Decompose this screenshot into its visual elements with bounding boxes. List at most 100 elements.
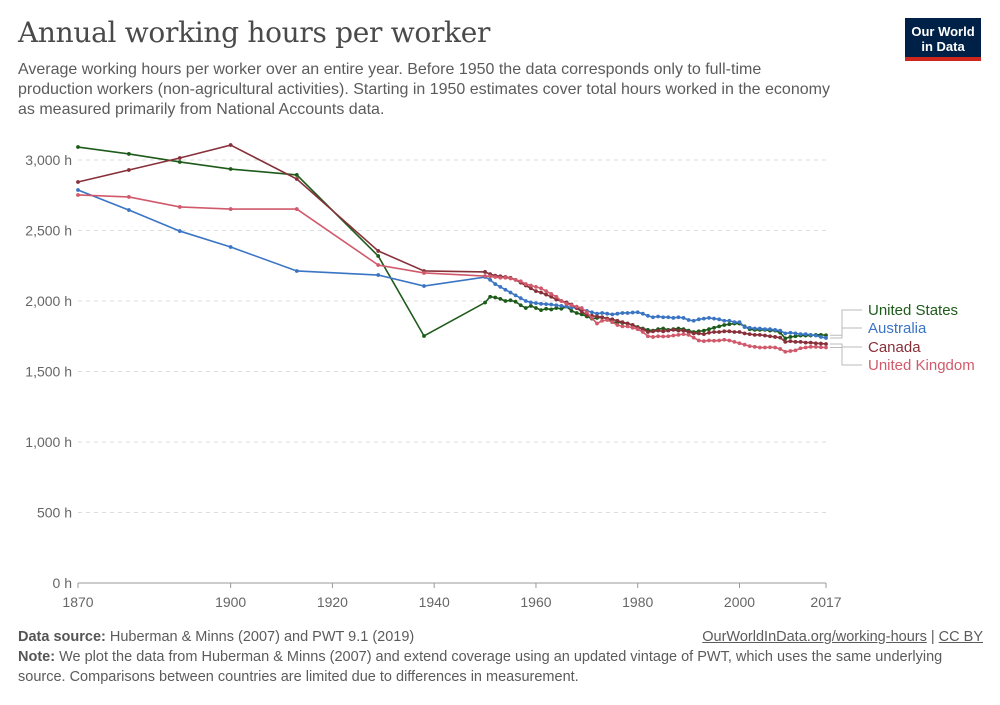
data-point <box>228 245 233 249</box>
data-point <box>640 327 645 332</box>
data-point <box>747 332 752 337</box>
y-tick-label: 2,000 h <box>25 293 72 309</box>
data-point <box>483 274 487 278</box>
owid-logo[interactable]: Our World in Data <box>905 18 981 61</box>
data-point <box>732 330 737 334</box>
data-point <box>803 340 808 345</box>
data-point <box>808 340 813 345</box>
data-point <box>488 277 493 282</box>
data-point <box>605 311 610 316</box>
chart-title: Annual working hours per worker <box>18 16 491 49</box>
data-point <box>661 329 666 334</box>
data-point <box>798 332 803 337</box>
data-point <box>793 339 798 344</box>
data-point <box>126 208 131 212</box>
data-point <box>666 334 671 339</box>
data-point <box>691 335 696 340</box>
note: Note: We plot the data from Huberman & M… <box>18 647 983 687</box>
data-point <box>523 306 528 310</box>
footer: Data source: Huberman & Minns (2007) and… <box>18 627 983 687</box>
series-line-united-states <box>77 146 827 340</box>
data-point <box>757 332 762 337</box>
data-point <box>508 276 513 281</box>
data-point <box>651 315 655 320</box>
data-point <box>798 339 803 344</box>
data-point <box>620 324 625 329</box>
data-point <box>595 311 599 316</box>
data-point <box>824 336 828 340</box>
data-point <box>768 334 772 339</box>
data-point <box>559 306 564 311</box>
data-point <box>752 326 757 331</box>
source-link[interactable]: OurWorldInData.org/working-hours <box>702 629 927 645</box>
data-point <box>646 334 650 339</box>
data-point <box>498 285 503 289</box>
data-point <box>600 318 605 323</box>
data-point <box>539 301 543 306</box>
data-point <box>630 323 635 327</box>
data-point <box>294 269 299 273</box>
data-point <box>778 335 783 340</box>
data-point <box>534 289 538 294</box>
data-point <box>773 328 778 332</box>
data-point <box>783 349 788 354</box>
data-point <box>615 318 620 323</box>
data-point <box>661 315 666 320</box>
x-tick-label: 1960 <box>520 594 551 610</box>
data-point <box>503 299 508 303</box>
data-point <box>569 303 574 308</box>
data-point <box>559 299 564 303</box>
data-point <box>564 301 569 306</box>
data-point <box>422 334 426 338</box>
data-point <box>686 332 691 337</box>
data-point <box>294 177 299 181</box>
data-point <box>707 338 711 343</box>
note-label: Note: <box>18 649 56 665</box>
data-point <box>793 348 798 353</box>
data-point <box>788 330 793 335</box>
data-point <box>544 292 549 297</box>
data-point <box>600 315 605 320</box>
data-point <box>676 328 681 333</box>
data-point <box>768 327 772 332</box>
data-point <box>656 328 660 333</box>
data-point <box>564 304 569 309</box>
data-point <box>584 310 589 315</box>
data-point <box>696 317 701 322</box>
data-point <box>661 326 666 331</box>
data-point <box>630 325 635 330</box>
data-point <box>518 303 523 308</box>
data-point <box>549 294 554 299</box>
data-point <box>518 296 523 301</box>
data-point <box>742 342 747 347</box>
license-link[interactable]: CC BY <box>938 629 983 645</box>
data-point <box>503 275 508 280</box>
data-point <box>528 300 533 305</box>
data-point <box>656 314 660 319</box>
data-point <box>422 271 426 275</box>
data-point <box>727 322 732 327</box>
data-point <box>376 254 381 258</box>
data-point <box>554 306 559 310</box>
data-point <box>635 327 640 332</box>
data-point <box>625 311 630 315</box>
data-point <box>727 338 732 343</box>
data-point <box>763 327 767 332</box>
data-point <box>483 300 487 305</box>
data-point <box>579 306 584 310</box>
logo-line2: in Data <box>921 39 965 54</box>
data-point <box>534 285 538 289</box>
data-point <box>615 311 620 316</box>
data-point <box>488 274 493 279</box>
data-point <box>681 316 686 320</box>
data-point <box>707 327 711 332</box>
data-point <box>376 263 381 267</box>
data-point <box>793 334 798 339</box>
data-point <box>727 318 732 323</box>
data-point <box>177 229 182 233</box>
data-point <box>712 330 716 334</box>
data-point <box>737 341 742 346</box>
x-tick-label: 2017 <box>810 594 841 610</box>
data-point <box>528 304 533 308</box>
data-point <box>625 321 630 326</box>
